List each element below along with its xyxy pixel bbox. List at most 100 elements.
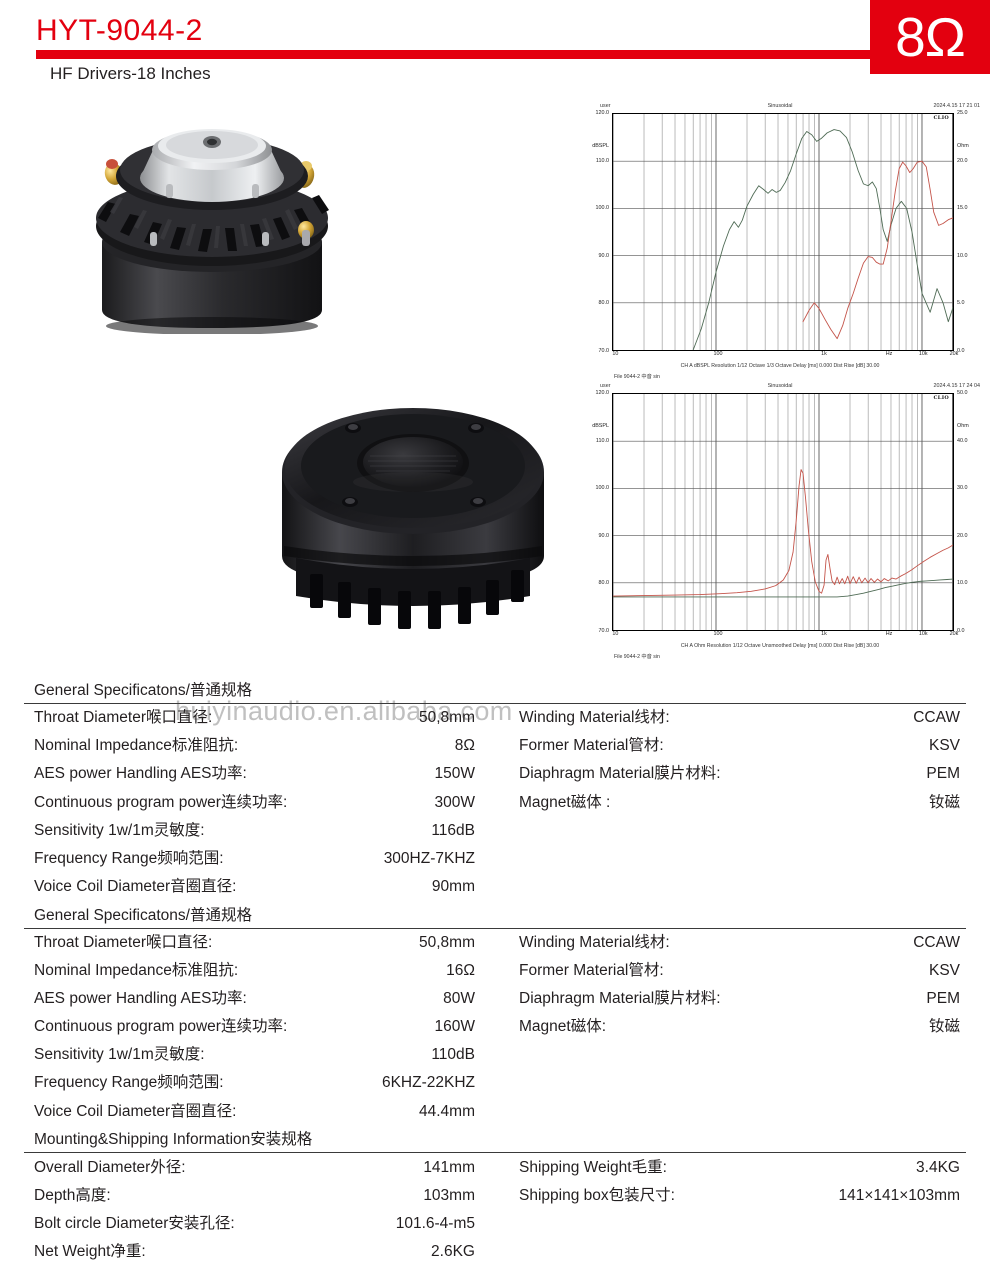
spec-row: Magnet磁体 : 钕磁 [509, 788, 966, 816]
chart2-file-cn: 中音 [641, 654, 652, 660]
spec-section-divider [24, 703, 966, 704]
chart1-plot-area: CLIO [612, 113, 954, 351]
chart2-mode: Sinusoidal [767, 383, 793, 389]
chart2-ytick-4: 80.0 [598, 580, 610, 587]
chart2-y-axis: 120.0 dBSPL 110.0 100.0 90.0 80.0 70.0 [578, 390, 612, 634]
spec-value: 16Ω [446, 962, 475, 980]
chart1-ytick-1: 110.0 [595, 157, 609, 164]
chart2-file-name: File 9044-2 [614, 654, 640, 660]
spec-value: 3.4KG [916, 1158, 960, 1176]
chart2-y2tick-4: 10.0 [957, 580, 968, 587]
spec-section-title: General Specificatons/普通规格 [34, 682, 252, 699]
spec-value: 50,8mm [419, 933, 475, 951]
chart1-x-label: Hz [885, 351, 893, 357]
chart2-plot-area: CLIO [612, 393, 954, 631]
impedance-chart: user Sinusoidal 2024.4.15 17 24 04 120.0… [578, 382, 982, 663]
spec-key: Frequency Range频响范围: [34, 1074, 224, 1092]
spec-row: Bolt circle Diameter安装孔径: 101.6-4-m5 [24, 1210, 481, 1238]
spec-value: 44.4mm [419, 1102, 475, 1120]
spec-value: 150W [434, 765, 476, 783]
chart1-timestamp: 2024.4.15 17 21 01 [933, 103, 980, 109]
spec-section-title: Mounting&Shipping Information安装规格 [34, 1131, 313, 1149]
spec-row: Frequency Range频响范围: 6KHZ-22KHZ [24, 1069, 481, 1097]
spec-key: Diaphragm Material膜片材料: [519, 990, 721, 1008]
chart2-file-suffix: sin [653, 654, 660, 660]
media-area: huiyinaudio.en.alibaba.com user Sinusoid… [0, 98, 990, 726]
spec-value: 103mm [423, 1186, 475, 1204]
chart2-y2tick-0: 50.0 [957, 390, 968, 396]
spec-key: Voice Coil Diameter音圈直径: [34, 1102, 237, 1120]
spec-section-general-8ohm: General Specificatons/普通规格 Throat Diamete… [24, 676, 966, 901]
spec-key: Former Material管材: [519, 962, 664, 980]
chart1-ytick-0: 120.0 [595, 110, 610, 116]
spec-row: AES power Handling AES功率: 80W [24, 985, 481, 1013]
spec-row: Nominal Impedance标准阻抗: 8Ω [24, 732, 481, 760]
chart2-y2tick-2: 30.0 [957, 485, 968, 492]
chart1-xtick-0: 10 [612, 351, 619, 357]
spec-value: CCAW [913, 933, 960, 951]
chart2-ytick-3: 90.0 [598, 532, 610, 539]
chart1-header: user Sinusoidal 2024.4.15 17 21 01 [578, 102, 982, 113]
chart1-file-name: File 9044-2 [614, 374, 640, 380]
spec-key: Sensitivity 1w/1m灵敏度: [34, 821, 205, 839]
chart1-y2-axis: 25.0 Ohm 20.0 15.0 10.0 5.0 0.0 [954, 110, 982, 354]
spec-key: Depth高度: [34, 1186, 111, 1204]
spec-column-right: Winding Material线材: CCAW Former Material管材… [495, 929, 966, 1126]
spec-value: PEM [926, 990, 960, 1008]
spec-section-divider [24, 927, 966, 929]
chart1-file-label: File 9044-2 中音 sin [578, 373, 982, 383]
spec-column-left: Throat Diameter喉口直径: 50,8mm Nominal Impeda… [24, 704, 495, 901]
chart1-mode: Sinusoidal [767, 103, 793, 109]
spec-key: AES power Handling AES功率: [34, 990, 247, 1008]
spec-value: 8Ω [454, 737, 475, 755]
chart2-y2tick-3: 20.0 [957, 532, 968, 539]
spec-key: AES power Handling AES功率: [34, 765, 247, 783]
spec-value: 300HZ-7KHZ [383, 849, 475, 867]
spec-section-general-16ohm: General Specificatons/普通规格 Throat Diamete… [24, 901, 966, 1126]
chart2-xtick-1: 100 [713, 631, 723, 637]
chart2-y2-axis: 50.0 Ohm 40.0 30.0 20.0 10.0 0.0 [954, 390, 982, 634]
spec-value: 141×141×103mm [838, 1186, 960, 1204]
chart1-x-axis: 10 100 1k Hz 10k 20k [612, 351, 958, 363]
chart1-ytick-2: 100.0 [595, 205, 610, 212]
chart1-file-cn: 中音 [641, 374, 652, 380]
spec-row: Voice Coil Diameter音圈直径: 90mm [24, 873, 481, 901]
chart2-xtick-0: 10 [612, 631, 619, 637]
spec-row: Diaphragm Material膜片材料: PEM [509, 985, 966, 1013]
spec-row: Frequency Range频响范围: 300HZ-7KHZ [24, 844, 481, 872]
spec-row: Throat Diameter喉口直径: 50,8mm [24, 704, 481, 732]
chart2-user: user [600, 383, 611, 389]
spec-row: Former Material管材: KSV [509, 957, 966, 985]
product-photo-top [62, 114, 362, 334]
spec-row: Shipping Weight毛重: 3.4KG [509, 1153, 966, 1181]
spec-row: Overall Diameter外径: 141mm [24, 1153, 481, 1181]
spec-column-left: Throat Diameter喉口直径: 50,8mm Nominal Impeda… [24, 929, 495, 1126]
chart1-xtick-4: 10k [918, 351, 928, 357]
spec-row: Net Weight净重: 2.6KG [24, 1238, 481, 1266]
spec-value: 116dB [431, 821, 475, 839]
chart2-y2tick-1: 40.0 [957, 437, 968, 444]
spec-key: Frequency Range频响范围: [34, 849, 224, 867]
spec-row: Former Material管材: KSV [509, 732, 966, 760]
spec-key: Sensitivity 1w/1m灵敏度: [34, 1046, 205, 1064]
frequency-response-chart: user Sinusoidal 2024.4.15 17 21 01 120.0… [578, 102, 982, 383]
spec-value: PEM [926, 765, 960, 783]
spec-value: 钕磁 [928, 1018, 960, 1036]
chart2-x-label: Hz [885, 631, 893, 637]
chart1-y2tick-3: 10.0 [957, 252, 968, 259]
spec-row: Winding Material线材: CCAW [509, 704, 966, 732]
chart1-y2tick-5: 0.0 [957, 348, 965, 354]
product-photo-bottom [258, 360, 568, 640]
spec-key: Bolt circle Diameter安装孔径: [34, 1214, 235, 1232]
spec-value: 300W [434, 793, 476, 811]
chart2-ytick-0: 120.0 [595, 390, 610, 396]
spec-section-title: General Specificatons/普通规格 [34, 906, 252, 924]
spec-key: Throat Diameter喉口直径: [34, 709, 213, 727]
spec-value: 160W [434, 1018, 476, 1036]
chart1-ytick-4: 80.0 [598, 300, 610, 307]
spec-section-divider [24, 1152, 966, 1154]
spec-key: Throat Diameter喉口直径: [34, 933, 213, 951]
chart1-file-suffix: sin [653, 374, 660, 380]
spec-value: 101.6-4-m5 [395, 1214, 475, 1232]
spec-key: Former Material管材: [519, 737, 664, 755]
